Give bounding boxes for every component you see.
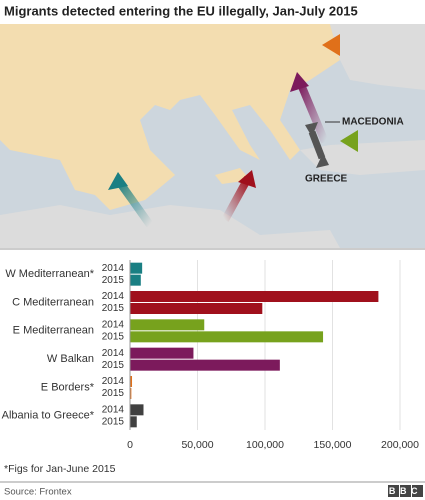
x-tick-label: 0 <box>127 439 133 451</box>
arrow-c-med <box>221 176 252 222</box>
bar <box>130 347 194 359</box>
bar <box>130 303 263 314</box>
arrowhead <box>340 130 358 152</box>
bar <box>130 319 205 331</box>
year-label: 2015 <box>102 275 125 286</box>
category-label: W Balkan <box>47 353 94 365</box>
year-label: 2015 <box>102 360 125 371</box>
arrowhead <box>108 172 128 190</box>
year-label: 2014 <box>102 348 125 359</box>
bar <box>130 376 133 387</box>
bar <box>130 359 280 371</box>
logo-block <box>400 485 411 497</box>
bar <box>130 291 379 302</box>
year-label: 2015 <box>102 416 125 427</box>
bar <box>130 416 137 428</box>
bar-chart: 0 50,000 100,000 150,000 200,000 W Mediterran… <box>2 260 419 451</box>
category-label: E Mediterranean <box>13 325 94 337</box>
arrow-w-med <box>114 177 154 228</box>
turkey <box>300 140 425 175</box>
arrow-w-balkan <box>296 80 329 144</box>
year-label: 2015 <box>102 331 125 342</box>
x-tick-label: 100,000 <box>246 439 284 451</box>
year-label: 2014 <box>102 404 125 415</box>
year-label: 2014 <box>102 376 125 387</box>
category-label: W Mediterranean* <box>5 268 94 280</box>
logo-block <box>388 485 399 497</box>
category-label: C Mediterranean <box>12 296 94 308</box>
logo-block <box>412 485 423 497</box>
year-label: 2014 <box>102 319 125 330</box>
year-label: 2015 <box>102 388 125 399</box>
source: Source: Frontex <box>4 487 72 498</box>
footnote: *Figs for Jan-June 2015 <box>4 463 116 475</box>
bar <box>130 404 144 416</box>
category-label: Albania to Greece* <box>2 410 95 422</box>
year-label: 2015 <box>102 303 125 314</box>
bar <box>130 388 132 399</box>
x-tick-label: 200,000 <box>381 439 419 451</box>
map: MACEDONIA GREECE <box>0 24 425 248</box>
map-label: MACEDONIA <box>342 117 404 128</box>
bar <box>130 331 324 343</box>
category-label: E Borders* <box>41 381 95 393</box>
arrowhead <box>290 72 309 92</box>
africa <box>0 205 340 248</box>
logo: BBC <box>388 485 423 497</box>
arrowhead <box>322 34 340 56</box>
year-label: 2014 <box>102 291 125 302</box>
title: Migrants detected entering the EU illega… <box>4 3 358 18</box>
arrowhead <box>238 170 256 188</box>
year-label: 2014 <box>102 263 125 274</box>
bar <box>130 262 143 274</box>
x-tick-label: 150,000 <box>314 439 352 451</box>
eu-land <box>0 24 340 210</box>
logo-text: BBC <box>389 486 422 496</box>
x-tick-label: 50,000 <box>181 439 213 451</box>
arrowhead <box>305 122 329 168</box>
bar <box>130 274 141 286</box>
map-label: GREECE <box>305 174 348 185</box>
arrow-albania <box>308 130 326 160</box>
